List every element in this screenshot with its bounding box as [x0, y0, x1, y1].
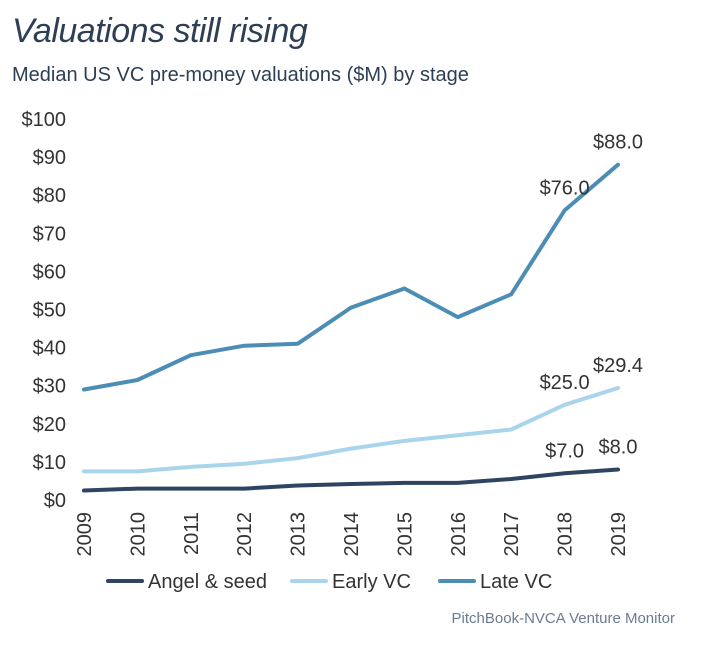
y-tick-label: $40: [33, 338, 66, 360]
data-labels: $76.0 $88.0 $25.0$29.4 $7.0 $8.0: [540, 132, 643, 463]
y-tick-label: $20: [33, 414, 66, 436]
y-tick-label: $60: [33, 261, 66, 283]
legend-label: Late VC: [480, 571, 552, 593]
x-axis-ticks: 2009 2010 2011 2012 2013 2014 2015 2016 2017 2018…: [74, 512, 630, 557]
x-tick-label: 2009: [74, 512, 96, 557]
x-tick-label: 2015: [394, 512, 416, 557]
series-line-early-vc: [82, 386, 620, 474]
x-tick-label: 2011: [181, 512, 203, 555]
x-tick-label: 2014: [341, 512, 363, 557]
series-lines: [82, 162, 620, 493]
x-tick-label: 2017: [501, 512, 523, 557]
legend: Angel & seed Early VC Late VC: [106, 571, 552, 593]
source-note: PitchBook-NVCA Venture Monitor: [451, 610, 675, 627]
y-tick-label: $100: [22, 109, 67, 131]
data-label: $88.0: [593, 132, 643, 154]
chart-subtitle: Median US VC pre-money valuations ($M) b…: [12, 64, 469, 86]
y-tick-label: $80: [33, 185, 66, 207]
y-axis-ticks: $0 $10 $20 $30 $40 $50 $60 $70 $80 $90 $100: [22, 109, 67, 512]
series-line-late-vc: [82, 162, 620, 392]
data-label: $7.0: [545, 440, 584, 462]
x-tick-label: 2013: [288, 512, 310, 557]
y-tick-label: $10: [33, 452, 66, 474]
data-label: $8.0: [599, 437, 638, 459]
data-label: $25.0: [540, 372, 590, 394]
y-tick-label: $70: [33, 223, 66, 245]
y-tick-label: $30: [33, 376, 66, 398]
x-tick-label: 2010: [127, 512, 149, 557]
legend-label: Early VC: [332, 571, 411, 593]
y-tick-label: $0: [44, 490, 66, 512]
series-line-angel-seed: [82, 467, 620, 493]
data-label: $29.4: [593, 355, 643, 377]
x-tick-label: 2012: [234, 512, 256, 557]
x-tick-label: 2019: [608, 512, 630, 557]
legend-label: Angel & seed: [148, 571, 267, 593]
x-tick-label: 2018: [555, 512, 577, 557]
y-tick-label: $50: [33, 300, 66, 322]
data-label: $76.0: [540, 177, 590, 199]
chart-title: Valuations still rising: [12, 12, 308, 50]
y-tick-label: $90: [33, 147, 66, 169]
x-tick-label: 2016: [448, 512, 470, 557]
